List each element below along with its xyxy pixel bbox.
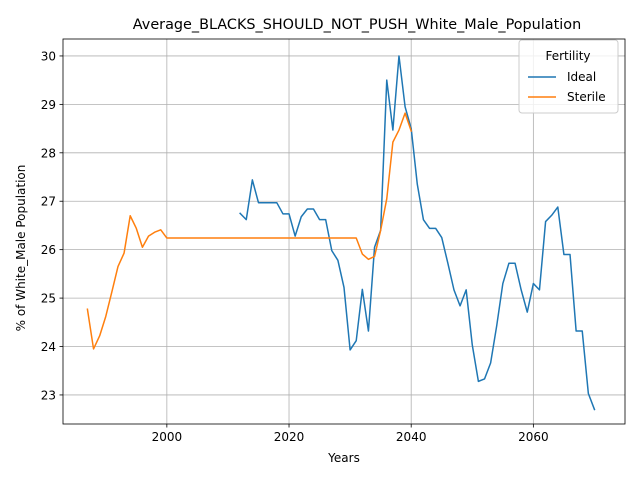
chart-title: Average_BLACKS_SHOULD_NOT_PUSH_White_Mal…	[133, 17, 581, 33]
y-tick-label: 30	[41, 49, 56, 63]
grid-lines	[63, 39, 625, 424]
series-line-ideal	[239, 55, 596, 411]
y-tick-label: 23	[41, 388, 56, 402]
x-tick-label: 2060	[518, 430, 549, 444]
y-tick-label: 28	[41, 146, 56, 160]
x-axis-label: Years	[327, 451, 360, 465]
y-axis-label: % of White_Male Population	[14, 165, 28, 332]
y-axis-ticks: 23 24 25 26 27 28 29 30	[41, 49, 63, 402]
y-tick-label: 26	[41, 243, 56, 257]
legend-title: Fertility	[545, 49, 590, 63]
legend-label-ideal: Ideal	[567, 70, 596, 84]
legend: Fertility Ideal Sterile	[518, 39, 619, 114]
y-tick-label: 27	[41, 195, 56, 209]
plot-frame	[62, 38, 626, 425]
x-axis-ticks: 2000 2020 2040 2060	[152, 424, 549, 444]
y-tick-label: 24	[41, 340, 56, 354]
y-tick-label: 25	[41, 292, 56, 306]
series-line-sterile	[86, 112, 413, 350]
x-tick-label: 2020	[274, 430, 305, 444]
series-lines	[86, 55, 596, 411]
y-tick-label: 29	[41, 98, 56, 112]
x-tick-label: 2040	[396, 430, 427, 444]
x-tick-label: 2000	[152, 430, 183, 444]
legend-label-sterile: Sterile	[567, 90, 606, 104]
legend-box	[518, 39, 619, 114]
